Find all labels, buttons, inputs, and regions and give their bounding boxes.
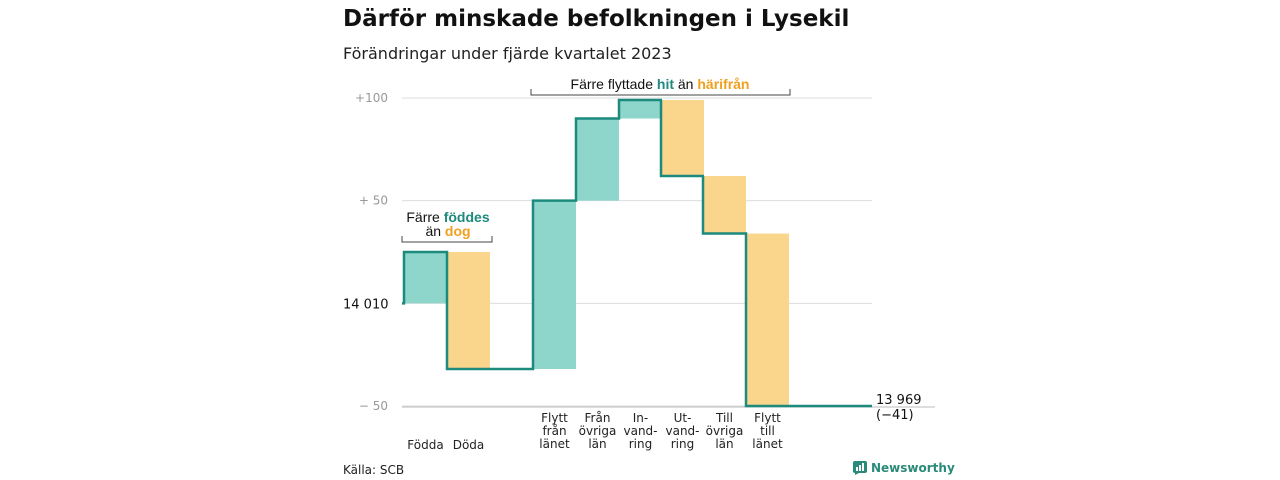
x-category-label: ring [671, 437, 695, 451]
waterfall-bar [703, 176, 746, 234]
waterfall-bar [746, 233, 789, 406]
source-note: Källa: SCB [343, 463, 405, 477]
x-category-label: Till [715, 411, 733, 425]
end-change-label: (−41) [876, 408, 914, 423]
x-category-label: länet [539, 437, 570, 451]
x-category-label: län [588, 437, 606, 451]
annotation-births: Färre föddes [406, 209, 489, 225]
x-category-label: vand- [665, 424, 699, 438]
y-tick-label: + 50 [359, 194, 388, 208]
y-tick-label: +100 [355, 91, 388, 105]
annotation-migration: Färre flyttade hit än härifrån [571, 76, 750, 92]
chart-title: Därför minskade befolkningen i Lysekil [343, 6, 850, 32]
start-value-label: 14 010 [343, 297, 389, 312]
waterfall-bar [619, 100, 662, 119]
x-category-label: In- [633, 411, 648, 425]
x-category-label: Födda [407, 438, 443, 452]
x-category-label: Ut- [674, 411, 692, 425]
waterfall-bar [404, 252, 447, 304]
newsworthy-logo-icon [853, 461, 867, 475]
x-category-label: länet [752, 437, 783, 451]
x-category-label: från [542, 424, 566, 438]
x-category-label: till [760, 424, 775, 438]
x-category-label: län [715, 437, 733, 451]
annotation-deaths: än dog [425, 223, 470, 239]
brand: Newsworthy [853, 461, 955, 475]
x-category-label: övriga [579, 424, 617, 438]
annotation-bracket [530, 89, 791, 96]
chart-subtitle: Förändringar under fjärde kvartalet 2023 [343, 44, 672, 63]
x-category-label: Flytt [541, 411, 568, 425]
x-category-label: Flytt [754, 411, 781, 425]
waterfall-bar [576, 118, 619, 201]
x-category-label: övriga [706, 424, 744, 438]
x-category-label: vand- [623, 424, 657, 438]
y-tick-label: − 50 [359, 399, 388, 413]
x-category-label: Från [585, 411, 611, 425]
waterfall-step-line [402, 98, 872, 408]
end-value-label: 13 969 [876, 393, 922, 408]
x-category-label: Döda [453, 438, 485, 452]
annotation-bracket [401, 236, 493, 243]
waterfall-bar [533, 200, 576, 370]
waterfall-bar [661, 100, 704, 177]
x-category-label: ring [629, 437, 653, 451]
waterfall-bar [447, 252, 490, 370]
brand-name: Newsworthy [871, 461, 955, 475]
